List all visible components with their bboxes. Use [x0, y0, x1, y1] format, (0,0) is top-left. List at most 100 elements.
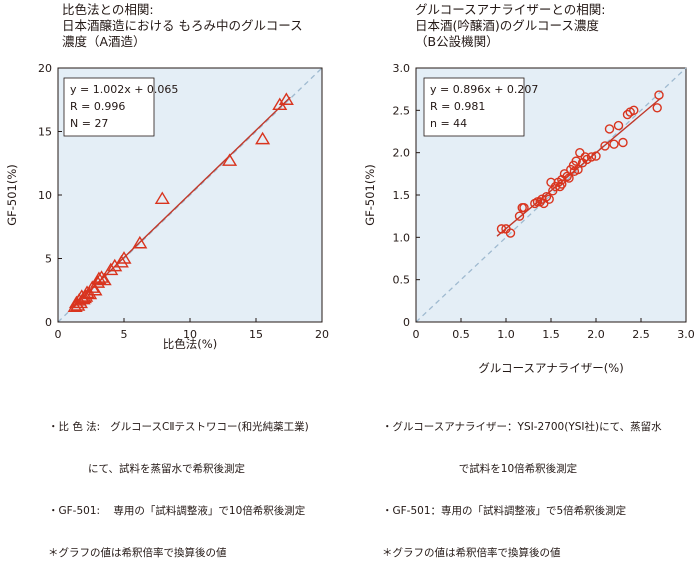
right-data-point	[505, 228, 516, 238]
right-regression-line	[496, 97, 662, 237]
right-data-point	[622, 109, 633, 120]
left-title-line-3: 濃度（A酒造）	[62, 34, 146, 49]
right-x-tick-label: 3.0	[677, 328, 695, 341]
left-chart: 0 5 10 15 20 0 5 10 15 20 比色法(%) GF-501(%) y = 1.002…	[5, 62, 329, 351]
right-x-tick-label: 2.5	[632, 328, 650, 341]
left-data-point	[96, 272, 112, 286]
right-stats-line: R = 0.981	[430, 100, 485, 113]
right-note-4: ＊グラフの値は希釈倍率で換算後の値	[382, 547, 561, 559]
right-note-3: ・GF-501：専用の「試料調整液」で5倍希釈後測定	[382, 505, 627, 517]
right-data-point	[582, 154, 592, 165]
left-notes: ・比 色 法: グルコースCⅡテストワコー(和光純薬工業) にて、試料を蒸留水で…	[48, 392, 309, 574]
right-x-tick-label: 0.5	[452, 328, 470, 341]
right-x-tick-label: 2.0	[587, 328, 605, 341]
left-data-point	[91, 271, 107, 285]
right-y-tick-label: 0.5	[393, 274, 411, 287]
right-stats-line: y = 0.896x + 0.207	[430, 83, 538, 96]
left-data-point	[278, 92, 294, 105]
right-data-point	[532, 197, 543, 207]
right-note-2: で試料を10倍希釈後測定	[382, 463, 578, 475]
left-y-tick-label: 0	[45, 316, 52, 329]
left-stats-box	[63, 77, 155, 137]
right-data-point	[629, 105, 639, 116]
left-data-point	[154, 191, 170, 205]
right-data-point	[604, 124, 615, 134]
left-x-tick-label: 15	[249, 328, 263, 341]
right-identity-line	[415, 67, 687, 323]
right-x-tick-label: 1.0	[497, 328, 515, 341]
left-stats-line: N = 27	[70, 117, 108, 130]
right-data-point	[537, 194, 547, 204]
right-data-point	[496, 224, 507, 234]
right-data-point	[580, 152, 590, 162]
right-data-point	[541, 191, 552, 202]
right-data-point	[571, 156, 581, 166]
right-data-point	[544, 194, 554, 204]
right-chart: 0 0.5 1.0 1.5 2.0 2.5 3.0 0 0.5 1.0 1.5 2.0 2.5 3.0 グル…	[363, 62, 695, 375]
left-data-point	[116, 251, 132, 264]
left-data-point	[222, 153, 238, 166]
left-regression-line	[72, 96, 291, 308]
right-data-point	[514, 211, 525, 221]
right-title-line-1: グルコースアナライザーとの相関:	[415, 2, 606, 17]
right-data-point	[654, 90, 664, 100]
right-stats-line: n = 44	[430, 117, 467, 130]
right-data-point	[600, 141, 610, 151]
left-note-4: ＊グラフの値は希釈倍率で換算後の値	[48, 547, 227, 559]
left-y-tick-label: 10	[38, 189, 52, 202]
right-y-tick-label: 3.0	[393, 62, 411, 75]
right-y-tick-label: 1.0	[393, 231, 411, 244]
right-data-point	[609, 139, 619, 149]
right-data-point	[591, 151, 601, 161]
left-stats-line: R = 0.996	[70, 100, 125, 113]
left-data-point	[67, 299, 83, 312]
right-data-point	[564, 173, 574, 183]
left-data-point	[132, 235, 148, 249]
right-y-tick-label: 2.0	[393, 147, 411, 160]
left-note-2: にて、試料を蒸留水で希釈後測定	[48, 463, 246, 475]
left-data-point	[75, 291, 91, 305]
left-data-point	[255, 131, 271, 145]
left-y-tick-label: 5	[45, 253, 52, 266]
right-stats-box	[423, 77, 525, 137]
right-y-tick-label: 1.5	[393, 189, 411, 202]
right-x-axis-label: グルコースアナライザー(%)	[478, 361, 623, 375]
charts-canvas: 0 5 10 15 20 0 5 10 15 20 比色法(%) GF-501(%) y = 1.002…	[5, 62, 695, 375]
left-data-point	[87, 282, 103, 296]
right-y-axis-label: GF-501(%)	[363, 164, 377, 226]
left-x-tick-label: 0	[55, 328, 62, 341]
left-title-line-1: 比色法との相関:	[62, 2, 154, 17]
left-note-1: ・比 色 法: グルコースCⅡテストワコー(和光純薬工業)	[48, 421, 309, 433]
right-data-point	[557, 179, 567, 189]
left-stats-line: y = 1.002x + 0.065	[70, 83, 178, 96]
right-data-point	[613, 120, 624, 131]
right-data-point	[586, 152, 597, 162]
right-data-point	[652, 103, 662, 113]
right-data-point	[569, 166, 580, 176]
right-data-point	[535, 197, 545, 207]
right-title-line-2: 日本酒(吟醸酒)のグルコース濃度	[415, 18, 599, 33]
right-chart-title: グルコースアナライザーとの相関: 日本酒(吟醸酒)のグルコース濃度 （B公設機関…	[415, 2, 605, 50]
left-x-tick-label: 20	[315, 328, 329, 341]
right-title-line-3: （B公設機関）	[415, 34, 499, 49]
left-data-point	[103, 262, 119, 276]
right-x-tick-label: 1.5	[542, 328, 560, 341]
left-y-tick-label: 20	[38, 62, 52, 75]
left-y-tick-label: 15	[38, 126, 52, 139]
left-x-tick-label: 5	[121, 328, 128, 341]
left-y-axis-label: GF-501(%)	[5, 164, 19, 226]
left-data-point	[107, 258, 123, 272]
right-data-point	[555, 181, 565, 192]
left-x-axis-label: 比色法(%)	[163, 337, 217, 351]
right-x-tick-label: 0	[413, 328, 420, 341]
left-title-line-2: 日本酒醸造における もろみ中のグルコース	[62, 18, 303, 33]
right-y-tick-label: 0	[403, 316, 410, 329]
left-x-tick-label: 10	[183, 328, 197, 341]
left-identity-line	[57, 67, 323, 323]
left-data-point	[94, 270, 110, 283]
right-y-tick-label: 2.5	[393, 104, 411, 117]
right-data-point	[618, 137, 628, 148]
right-note-1: ・グルコースアナライザー：YSI-2700(YSI社)にて、蒸留水	[382, 421, 662, 433]
right-notes: ・グルコースアナライザー：YSI-2700(YSI社)にて、蒸留水 で試料を10…	[382, 392, 662, 574]
left-note-3: ・GF-501: 専用の「試料調整液」で10倍希釈後測定	[48, 505, 306, 517]
